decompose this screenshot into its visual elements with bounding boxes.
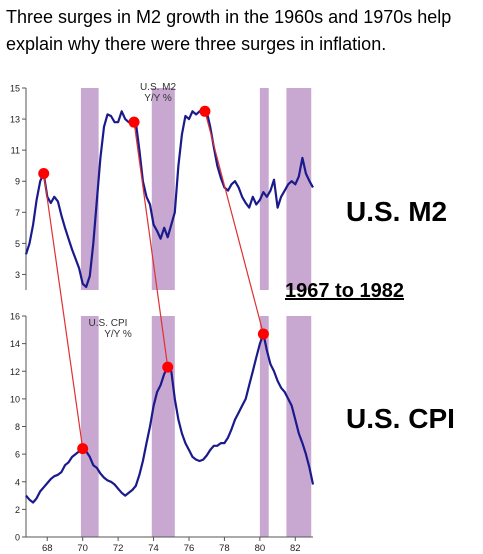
m2-y-tick-label: 9 (15, 177, 20, 187)
m2-series-line (24, 108, 314, 288)
m2-recession-band (286, 88, 312, 290)
m2-recession-band (80, 88, 99, 290)
x-axis: 68 70 72 74 76 78 80 82 (26, 536, 313, 554)
connector-line (133, 122, 169, 368)
m2-annotation-line1: U.S. M2 (140, 82, 177, 93)
cpi-y-tick-label: 2 (15, 505, 20, 515)
headline: Three surges in M2 growth in the 1960s a… (6, 7, 452, 54)
cpi-y-tick-label: 0 (15, 533, 20, 543)
cpi-y-tick-label: 4 (15, 477, 20, 487)
cpi-recession-band (286, 316, 312, 537)
x-tick-label: 72 (113, 543, 124, 554)
cpi-y-tick-label: 16 (10, 312, 20, 322)
x-tick-label: 78 (219, 543, 230, 554)
cpi-y-tick-label: 14 (10, 339, 20, 349)
cpi-y-tick-label: 8 (15, 422, 20, 432)
connector-lines (43, 111, 264, 449)
m2-y-axis: 3 5 7 9 11 13 15 (10, 84, 27, 290)
cpi-y-tick-label: 6 (15, 450, 20, 460)
m2-y-tick-label: 7 (15, 208, 20, 218)
cpi-big-label: U.S. CPI (346, 403, 455, 434)
m2-y-tick-label: 13 (10, 115, 20, 125)
cpi-recession-band (80, 316, 99, 537)
m2-y-tick-label: 3 (15, 270, 20, 280)
cpi-peak-marker (77, 443, 89, 455)
period-label: 1967 to 1982 (285, 280, 404, 302)
x-tick-label: 80 (255, 543, 266, 554)
cpi-y-tick-label: 10 (10, 394, 20, 404)
x-tick-label: 76 (184, 543, 195, 554)
connector-line (43, 173, 84, 449)
m2-big-label: U.S. M2 (346, 196, 448, 227)
cpi-peak-marker (257, 328, 269, 340)
m2-annotation-line2: Y/Y % (144, 93, 172, 104)
m2-series (24, 108, 314, 288)
m2-y-tick-label: 5 (15, 239, 20, 249)
cpi-annotation-line2: Y/Y % (104, 329, 132, 340)
x-tick-label: 70 (77, 543, 88, 554)
connector-line (204, 111, 264, 335)
m2-recession-bands (80, 88, 312, 290)
m2-y-tick-label: 15 (10, 84, 20, 94)
x-tick-label: 82 (290, 543, 301, 554)
m2-y-tick-label: 11 (11, 146, 20, 156)
cpi-recession-band (259, 316, 269, 537)
m2-peak-marker (199, 105, 211, 117)
cpi-recession-band (151, 316, 175, 537)
x-tick-label: 74 (148, 543, 159, 554)
m2-peak-marker (128, 116, 140, 128)
m2-recession-band (151, 88, 175, 290)
cpi-annotation-line1: U.S. CPI (89, 318, 128, 329)
cpi-y-axis: 0 2 4 6 8 10 12 14 16 (10, 312, 27, 543)
cpi-y-tick-label: 12 (10, 367, 20, 377)
highlight-markers (38, 105, 269, 455)
m2-recession-band (259, 88, 269, 290)
x-tick-label: 68 (42, 543, 53, 554)
m2-peak-marker (38, 167, 50, 179)
m2-panel: 3 5 7 9 11 13 15 U.S. M2 Y/Y % (10, 82, 314, 290)
cpi-recession-bands (80, 316, 312, 537)
cpi-peak-marker (162, 361, 174, 373)
